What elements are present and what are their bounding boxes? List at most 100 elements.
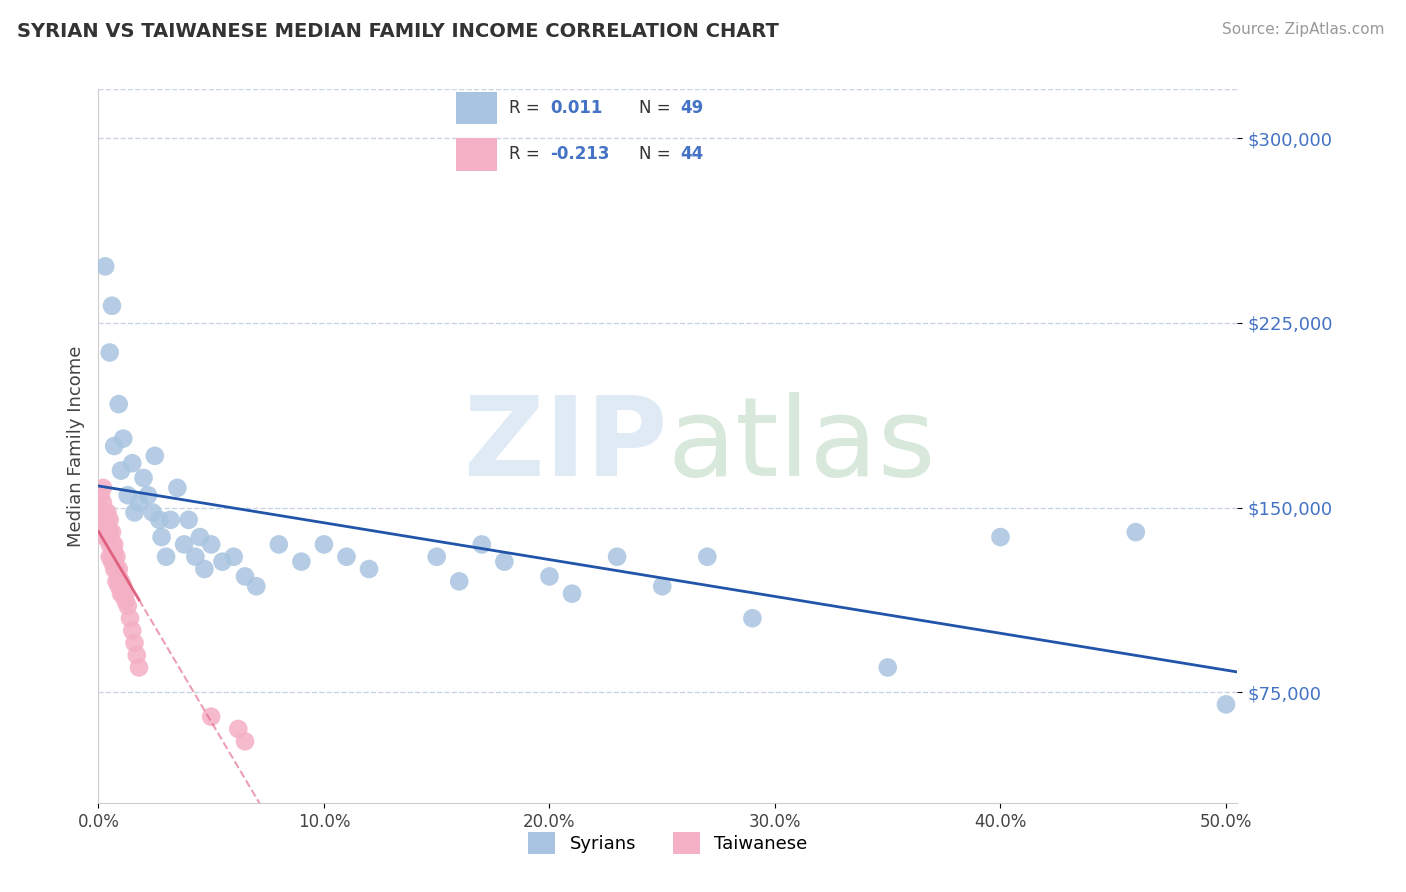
Point — [107, 569, 129, 583]
Point — [222, 549, 245, 564]
Y-axis label: Median Family Income: Median Family Income — [66, 345, 84, 547]
Point — [741, 611, 763, 625]
Point — [141, 505, 163, 519]
Point — [114, 587, 136, 601]
Text: 49: 49 — [681, 99, 703, 117]
Point — [124, 505, 146, 519]
Point — [94, 505, 117, 519]
Point — [101, 555, 124, 569]
Point — [105, 574, 128, 589]
Text: N =: N = — [640, 145, 676, 163]
Point — [101, 299, 124, 313]
Point — [105, 549, 128, 564]
Point — [267, 537, 290, 551]
Point — [107, 397, 129, 411]
Point — [91, 495, 114, 509]
Point — [150, 530, 173, 544]
Text: -0.213: -0.213 — [550, 145, 610, 163]
Point — [107, 562, 129, 576]
Point — [117, 599, 139, 613]
Point — [110, 574, 132, 589]
Point — [98, 345, 121, 359]
FancyBboxPatch shape — [456, 137, 496, 170]
Point — [177, 513, 200, 527]
Point — [121, 624, 143, 638]
Point — [449, 574, 471, 589]
Text: Source: ZipAtlas.com: Source: ZipAtlas.com — [1222, 22, 1385, 37]
Point — [1125, 525, 1147, 540]
Point — [990, 530, 1012, 544]
Point — [105, 562, 128, 576]
Legend: Syrians, Taiwanese: Syrians, Taiwanese — [522, 825, 814, 862]
Point — [101, 525, 124, 540]
Point — [148, 513, 170, 527]
Point — [94, 520, 117, 534]
Point — [103, 545, 125, 559]
Point — [538, 569, 561, 583]
Point — [125, 648, 148, 662]
Point — [124, 636, 146, 650]
Point — [426, 549, 449, 564]
Text: SYRIAN VS TAIWANESE MEDIAN FAMILY INCOME CORRELATION CHART: SYRIAN VS TAIWANESE MEDIAN FAMILY INCOME… — [17, 22, 779, 41]
Point — [696, 549, 718, 564]
Point — [233, 569, 256, 583]
Point — [117, 488, 139, 502]
Point — [245, 579, 267, 593]
Point — [1215, 698, 1237, 712]
Point — [128, 495, 150, 509]
Text: 44: 44 — [681, 145, 703, 163]
Point — [357, 562, 380, 576]
Point — [112, 432, 135, 446]
Point — [103, 537, 125, 551]
Point — [114, 594, 136, 608]
Point — [94, 530, 117, 544]
Point — [118, 611, 141, 625]
Point — [494, 555, 516, 569]
Point — [98, 549, 121, 564]
Point — [233, 734, 256, 748]
Point — [606, 549, 628, 564]
Point — [98, 537, 121, 551]
Point — [101, 549, 124, 564]
Point — [103, 555, 125, 569]
Text: atlas: atlas — [668, 392, 936, 500]
Point — [110, 464, 132, 478]
Point — [121, 456, 143, 470]
Point — [876, 660, 898, 674]
Point — [96, 505, 118, 519]
Point — [166, 481, 188, 495]
Point — [132, 471, 155, 485]
Text: ZIP: ZIP — [464, 392, 668, 500]
Point — [200, 709, 222, 723]
Point — [290, 555, 312, 569]
Text: R =: R = — [509, 99, 546, 117]
Point — [110, 587, 132, 601]
Point — [91, 513, 114, 527]
Point — [226, 722, 249, 736]
Point — [173, 537, 195, 551]
Point — [312, 537, 335, 551]
Point — [112, 579, 135, 593]
Point — [107, 579, 129, 593]
FancyBboxPatch shape — [456, 92, 496, 124]
Point — [101, 537, 124, 551]
Text: N =: N = — [640, 99, 676, 117]
Point — [184, 549, 207, 564]
Point — [136, 488, 159, 502]
Point — [471, 537, 494, 551]
Point — [651, 579, 673, 593]
Point — [91, 481, 114, 495]
Point — [143, 449, 166, 463]
Point — [159, 513, 181, 527]
Point — [128, 660, 150, 674]
Point — [200, 537, 222, 551]
Text: 0.011: 0.011 — [550, 99, 603, 117]
Point — [112, 587, 135, 601]
Point — [103, 439, 125, 453]
Point — [90, 488, 112, 502]
Point — [193, 562, 215, 576]
Point — [98, 525, 121, 540]
Text: R =: R = — [509, 145, 546, 163]
Point — [211, 555, 233, 569]
Point — [188, 530, 211, 544]
